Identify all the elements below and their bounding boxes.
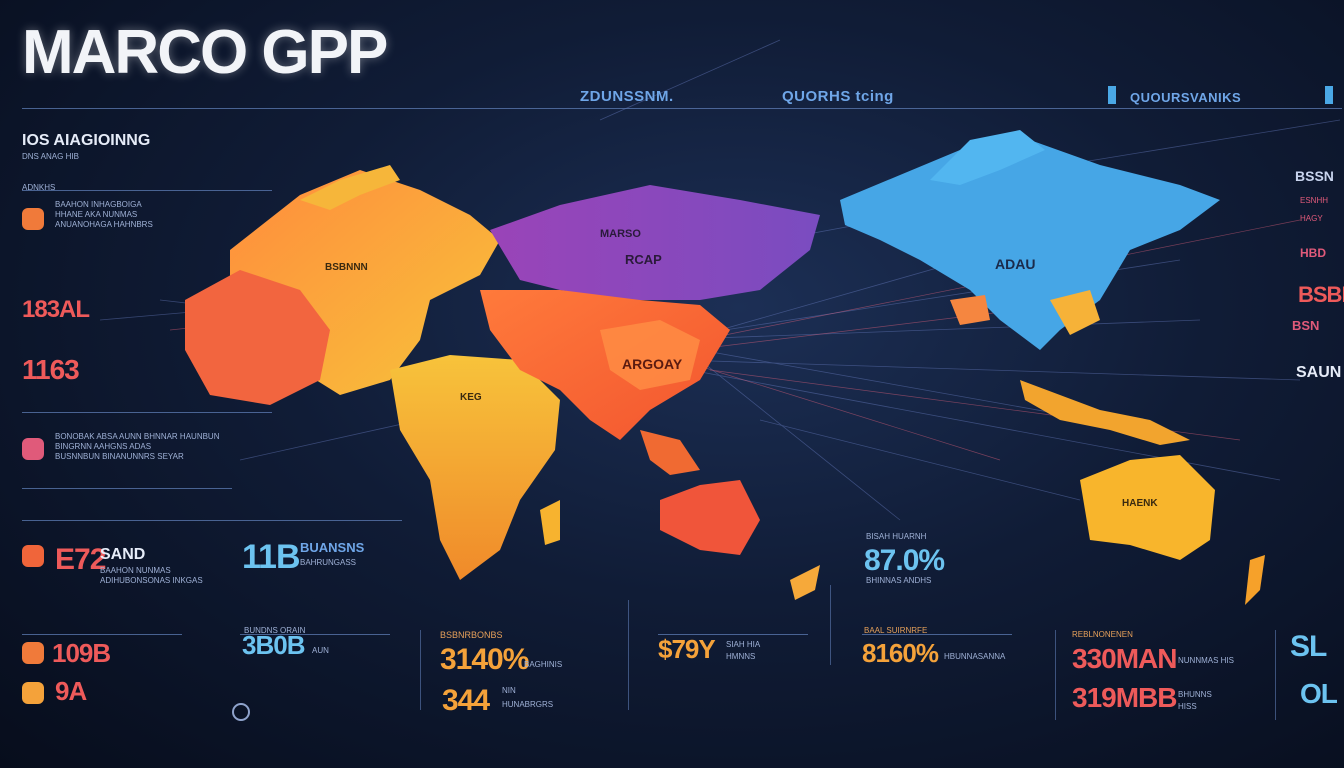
right-label: ESNHH	[1300, 196, 1329, 205]
right-label: BSN	[1292, 318, 1320, 333]
stat-value: 8160%	[862, 638, 939, 668]
left-stat1: 183AL	[22, 296, 90, 323]
right-label: SL	[1290, 630, 1327, 663]
stat-sub: HUNABRGRS	[502, 700, 554, 709]
right-label: OL	[1300, 678, 1338, 709]
left-stat5: 9A	[55, 676, 87, 706]
stat-sub: HBUNNASANNA	[944, 652, 1006, 661]
left-subheading: DNS ANAG HIB	[22, 152, 79, 161]
stat-label: NIN	[502, 686, 516, 695]
map-label-australia: HAENK	[1122, 498, 1158, 509]
info-icon	[1325, 86, 1333, 104]
map-label-americas: ADAU	[995, 256, 1036, 272]
left-block3: BAAHON NUNMAS ADIHUBONSONAS INKGAS	[100, 566, 203, 585]
map-label-china: ARGOAY	[622, 356, 683, 372]
stat-sub: AUN	[312, 646, 329, 655]
map-label-europe: MARSO	[600, 228, 641, 240]
map-label-russia: RCAP	[625, 252, 662, 267]
left-stat3: E72	[55, 543, 106, 576]
right-label: HBD	[1300, 246, 1326, 260]
top-label-3: QUOURSVANIKS	[1130, 90, 1242, 105]
info-icon	[1108, 86, 1116, 104]
stat-label: BISAH HUARNH	[866, 532, 927, 541]
stat-label: BSBNRBONBS	[440, 630, 503, 640]
left-block2: BONOBAK ABSA AUNN BHNNAR HAUNBUN BINGRNN…	[55, 432, 220, 461]
person-icon	[22, 682, 44, 704]
stat-sub: BAHRUNGASS	[300, 558, 357, 567]
right-label: BSBN	[1298, 282, 1344, 307]
header-divider	[22, 108, 1342, 109]
stat-value: 330MAN	[1072, 643, 1177, 674]
right-label: BSSN	[1295, 168, 1334, 184]
stat-label: BAAL SUIRNRFE	[864, 626, 928, 635]
stat-label: REBLNONENEN	[1072, 630, 1133, 639]
stat-value: 87.0%	[864, 544, 945, 577]
stat-sub: HISS	[1178, 702, 1197, 711]
left-stat4: 109B	[52, 638, 111, 668]
hand-icon	[22, 545, 44, 567]
left-block1: BAAHON INHAGBOIGA HHANE AKA NUNMAS ANUAN…	[55, 200, 153, 229]
top-label-1: ZDUNSSNM.	[580, 88, 674, 105]
right-label: SAUN	[1296, 364, 1342, 381]
right-label: HAGY	[1300, 214, 1323, 223]
stat-sub: HMNNS	[726, 652, 756, 661]
left-line1: ADNKHS	[22, 183, 56, 192]
settings-icon	[232, 703, 250, 721]
left-heading: IOS AIAGIOINNG	[22, 132, 151, 149]
stat-value: 11B	[242, 538, 300, 576]
top-label-2: QUORHS tcing	[782, 88, 894, 105]
flower-icon	[22, 438, 44, 460]
stat-value: 3B0B	[242, 630, 305, 660]
stat-sub: BAGHINIS	[524, 660, 563, 669]
stat-value: 344	[442, 684, 490, 717]
left-stat2: 1163	[22, 354, 80, 385]
stat-sub: BHINNAS ANDHS	[866, 576, 932, 585]
person-icon	[22, 642, 44, 664]
hand-icon	[22, 208, 44, 230]
map-label-west: BSBNNN	[325, 262, 368, 273]
stat-label: SIAH HIA	[726, 640, 761, 649]
stat-sub: NUNNMAS HIS	[1178, 656, 1235, 665]
map-label-africa: KEG	[460, 392, 482, 403]
stat-value: 319MBB	[1072, 682, 1177, 713]
left-stat3-text: SAND	[100, 546, 146, 563]
page-title: MARCO GPP	[22, 18, 388, 87]
stat-value: 3140%	[440, 643, 529, 676]
stat-label: BUANSNS	[300, 540, 365, 555]
stat-label: BUNDNS ORAIN	[244, 626, 306, 635]
stat-value: $79Y	[658, 634, 716, 664]
stat-label: BHUNNS	[1178, 690, 1212, 699]
